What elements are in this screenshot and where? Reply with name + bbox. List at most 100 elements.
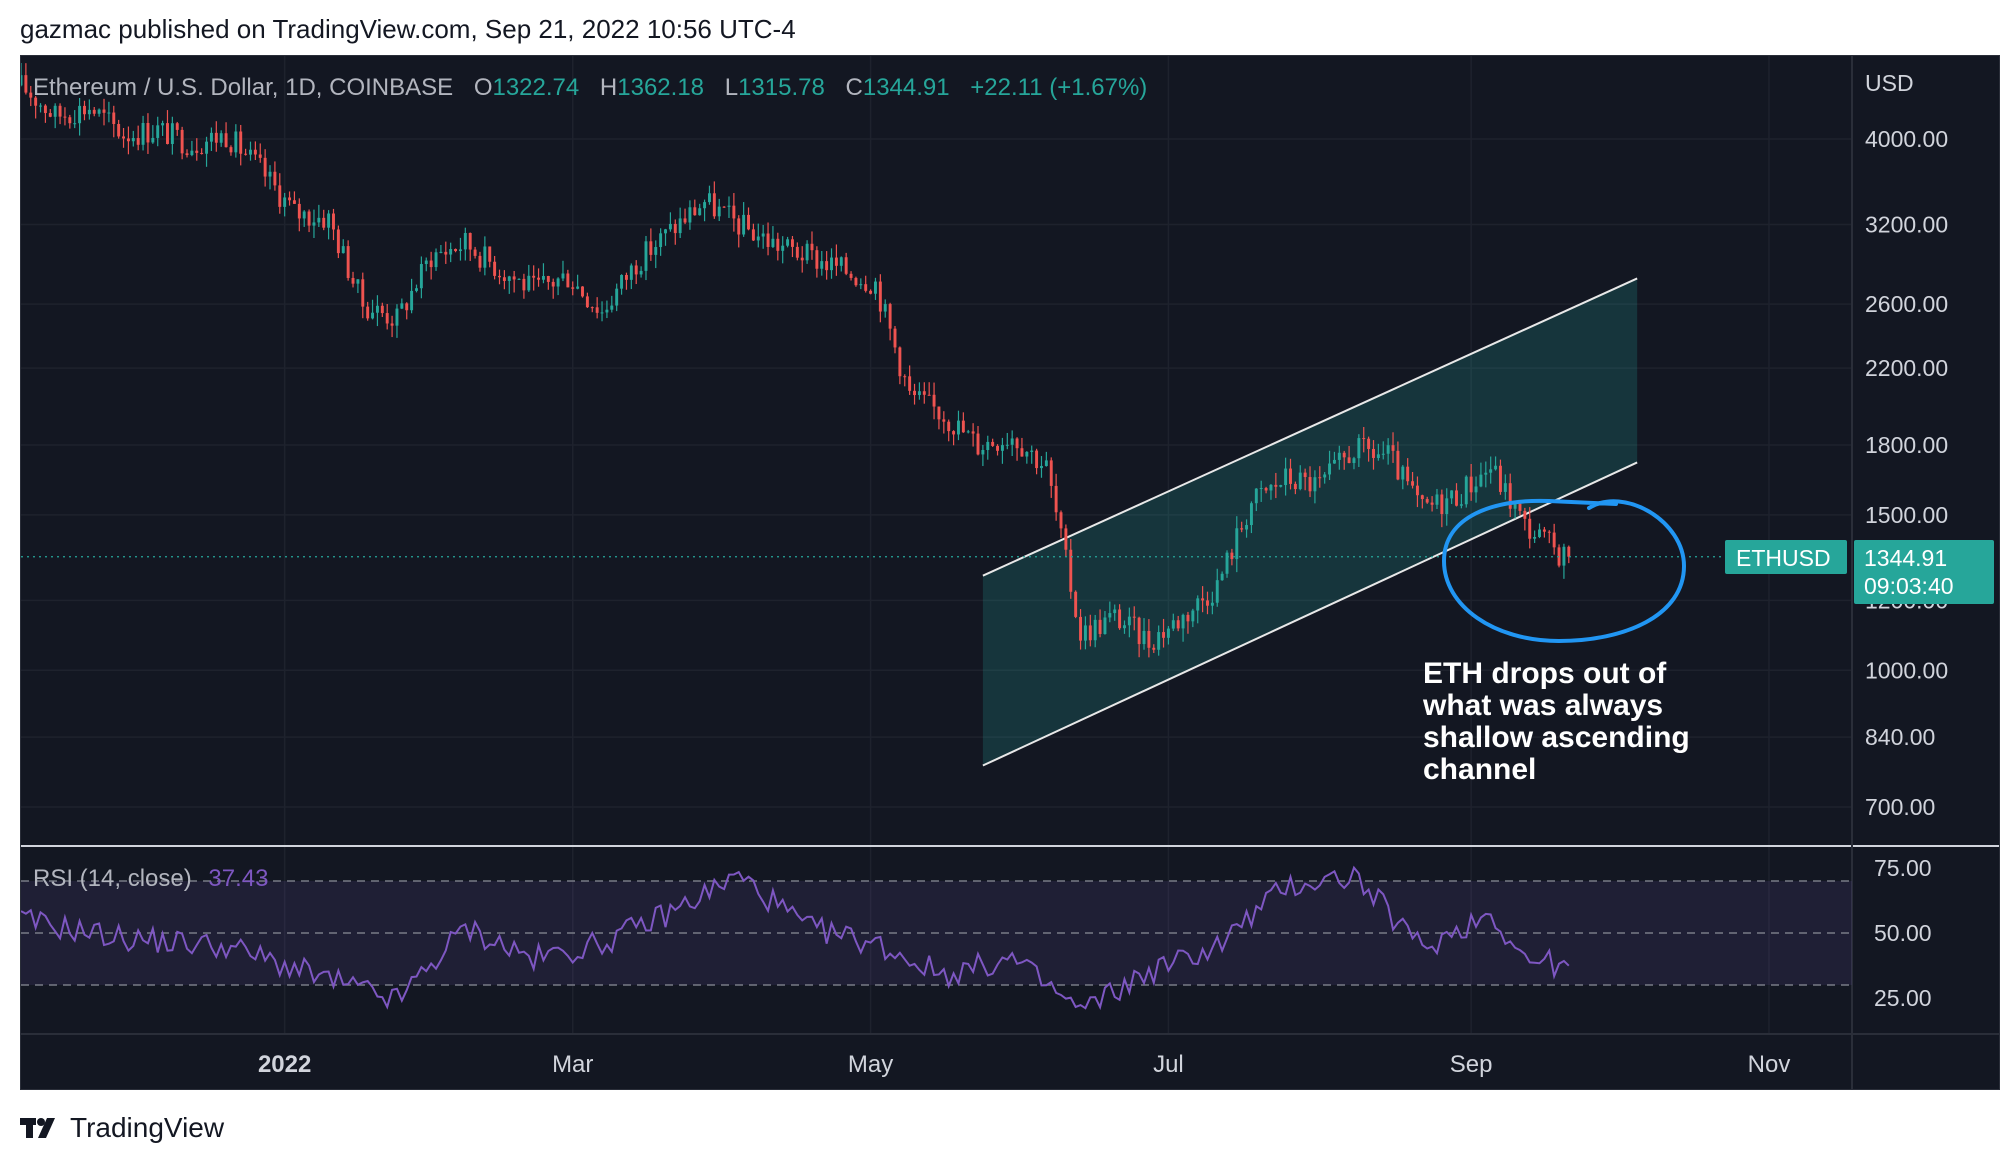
candle-body: [864, 284, 868, 291]
candle-body: [166, 123, 169, 144]
price-tick-label: 840.00: [1865, 724, 1935, 750]
candle-body: [610, 305, 614, 310]
candle-body: [1459, 504, 1463, 506]
candle-body: [439, 251, 443, 253]
candle-body: [1171, 620, 1175, 629]
candle-body: [722, 206, 726, 208]
candle-body: [175, 123, 179, 130]
price-tick-label: 1800.00: [1865, 432, 1948, 458]
chart-canvas[interactable]: ETH drops out of what was always shallow…: [21, 56, 1999, 1089]
candle-body: [927, 394, 931, 396]
rsi-axis[interactable]: 75.00 50.00 25.00: [1874, 855, 1932, 1011]
candle-body: [532, 275, 536, 278]
annotation-line-2: what was always: [1422, 689, 1663, 722]
candle-body: [859, 284, 863, 286]
candle-body: [1494, 465, 1498, 470]
candle-body: [649, 241, 653, 255]
candle-body: [1342, 452, 1346, 458]
candle-body: [297, 203, 301, 219]
candle-body: [1137, 617, 1141, 645]
candle-body: [1040, 465, 1043, 469]
candle-body: [771, 238, 775, 247]
candle-body: [1567, 546, 1571, 557]
candle-body: [1254, 488, 1258, 504]
candle-body: [268, 171, 272, 177]
candle-body: [678, 218, 682, 234]
candle-body: [1230, 552, 1234, 560]
candle-body: [1249, 503, 1253, 526]
candle-body: [795, 246, 799, 258]
price-axis[interactable]: 4000.00 3200.00 2600.00 2200.00 1800.00 1500.…: [1865, 126, 1948, 820]
candle-body: [595, 307, 599, 313]
candle-body: [1206, 600, 1209, 606]
candle-body: [654, 247, 658, 255]
candle-body: [971, 431, 975, 434]
candle-body: [747, 214, 750, 230]
candle-body: [336, 229, 340, 254]
candle-body: [1015, 438, 1019, 449]
candle-body: [258, 154, 262, 158]
candle-body: [1147, 630, 1151, 648]
candle-body: [234, 131, 238, 153]
candle-body: [805, 243, 809, 261]
candle-body: [512, 276, 516, 280]
candle-body: [390, 323, 394, 326]
candle-body: [483, 246, 487, 268]
candle-body: [1123, 625, 1126, 629]
candle-body: [1264, 488, 1268, 491]
candle-body: [493, 261, 497, 276]
chart-frame[interactable]: ETH drops out of what was always shallow…: [20, 55, 2000, 1090]
candle-body: [205, 141, 209, 154]
candle-body: [1533, 536, 1537, 539]
candle-body: [566, 273, 570, 288]
candle-body: [1284, 468, 1288, 486]
candle-body: [1113, 609, 1117, 614]
candle-body: [800, 257, 804, 261]
annotation-line-1: ETH drops out of: [1423, 657, 1667, 690]
candle-body: [53, 105, 57, 117]
candle-body: [1547, 531, 1551, 533]
candle-body: [112, 112, 116, 124]
candle-body: [1235, 528, 1239, 560]
time-tick-label: Mar: [552, 1051, 593, 1078]
candle-body: [468, 233, 472, 250]
candle-body: [322, 217, 326, 228]
price-tick-label: 4000.00: [1865, 126, 1948, 152]
footer-brand[interactable]: TradingView: [70, 1112, 225, 1143]
candle-body: [996, 445, 999, 451]
candle-body: [1498, 465, 1502, 492]
candle-body: [117, 123, 121, 137]
symbol-tag: ETHUSD: [1736, 545, 1831, 571]
channel-lower-line: [982, 461, 1638, 767]
candle-body: [190, 150, 194, 156]
rsi-tick-label: 50.00: [1874, 920, 1932, 946]
candle-body: [375, 305, 379, 313]
candle-body: [585, 296, 589, 308]
candle-body: [922, 391, 926, 395]
candle-body: [1489, 469, 1493, 473]
candle-body: [605, 309, 609, 313]
candle-body: [1450, 490, 1454, 499]
tradingview-logo-icon[interactable]: [20, 1116, 60, 1140]
candle-body: [1313, 477, 1317, 492]
candle-body: [83, 105, 86, 115]
candle-body: [1059, 512, 1063, 529]
candle-body: [1201, 598, 1205, 601]
candle-body: [727, 205, 731, 207]
symbol-legend: Ethereum / U.S. Dollar, 1D, COINBASE: [33, 74, 453, 101]
candle-body: [219, 133, 223, 143]
candle-body: [1332, 459, 1336, 464]
candle-body: [942, 419, 946, 422]
candle-body: [502, 277, 506, 281]
time-axis[interactable]: 2022 Mar May Jul Sep Nov: [258, 1051, 1790, 1078]
candle-body: [156, 125, 160, 138]
candle-body: [1030, 450, 1034, 452]
candle-body: [590, 307, 594, 309]
rsi-tick-label: 75.00: [1874, 855, 1932, 881]
candle-body: [454, 249, 458, 252]
candle-body: [522, 278, 526, 291]
candle-body: [1464, 476, 1468, 505]
time-tick-label: Sep: [1450, 1051, 1493, 1078]
candle-body: [551, 281, 555, 287]
grid: [21, 56, 1852, 1034]
